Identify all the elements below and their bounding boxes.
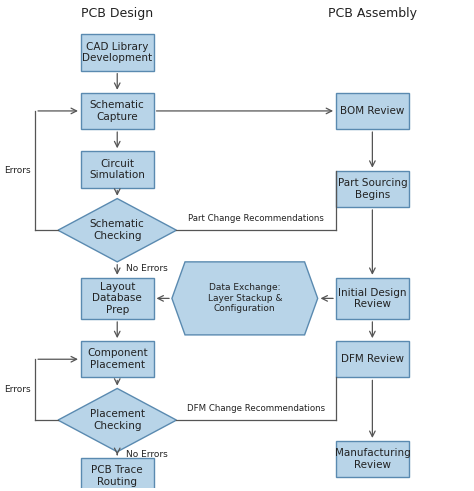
Text: Part Sourcing
Begins: Part Sourcing Begins xyxy=(337,178,407,200)
Text: No Errors: No Errors xyxy=(127,450,168,459)
Text: Initial Design
Review: Initial Design Review xyxy=(338,288,407,309)
FancyBboxPatch shape xyxy=(336,441,409,477)
FancyBboxPatch shape xyxy=(81,278,154,319)
Text: DFM Change Recommendations: DFM Change Recommendations xyxy=(187,404,325,413)
Text: CAD Library
Development: CAD Library Development xyxy=(82,42,152,63)
Text: Manufacturing
Review: Manufacturing Review xyxy=(335,448,410,470)
Text: Circuit
Simulation: Circuit Simulation xyxy=(89,159,145,180)
Text: Schematic
Checking: Schematic Checking xyxy=(90,219,145,241)
Text: No Errors: No Errors xyxy=(127,264,168,273)
Text: PCB Assembly: PCB Assembly xyxy=(328,7,417,20)
Text: Placement
Checking: Placement Checking xyxy=(90,409,145,431)
Text: Errors: Errors xyxy=(4,166,31,175)
FancyBboxPatch shape xyxy=(336,93,409,129)
FancyBboxPatch shape xyxy=(81,458,154,491)
Text: Errors: Errors xyxy=(4,385,31,394)
Text: DFM Review: DFM Review xyxy=(341,354,404,364)
FancyBboxPatch shape xyxy=(336,341,409,378)
FancyBboxPatch shape xyxy=(81,93,154,129)
Text: PCB Design: PCB Design xyxy=(81,7,153,20)
FancyBboxPatch shape xyxy=(336,170,409,207)
Text: Layout
Database
Prep: Layout Database Prep xyxy=(92,282,142,315)
FancyBboxPatch shape xyxy=(81,34,154,71)
Polygon shape xyxy=(172,262,318,335)
FancyBboxPatch shape xyxy=(336,278,409,319)
FancyBboxPatch shape xyxy=(81,341,154,378)
Text: Data Exchange:
Layer Stackup &
Configuration: Data Exchange: Layer Stackup & Configura… xyxy=(208,283,282,313)
Polygon shape xyxy=(58,198,176,262)
Text: Schematic
Capture: Schematic Capture xyxy=(90,100,145,122)
Text: PCB Trace
Routing: PCB Trace Routing xyxy=(91,465,143,487)
Text: Part Change Recommendations: Part Change Recommendations xyxy=(188,214,324,223)
FancyBboxPatch shape xyxy=(81,151,154,188)
Text: BOM Review: BOM Review xyxy=(340,106,405,116)
Text: Component
Placement: Component Placement xyxy=(87,349,147,370)
Polygon shape xyxy=(58,388,176,452)
